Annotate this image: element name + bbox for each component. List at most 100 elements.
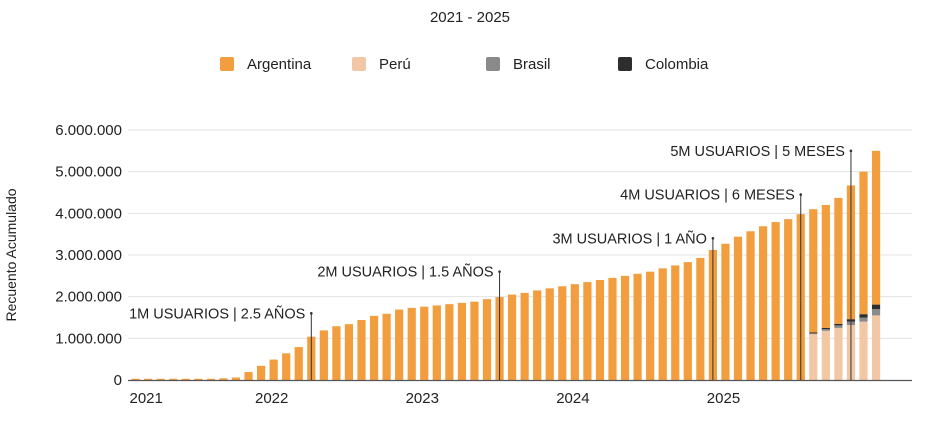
bars bbox=[131, 150, 881, 380]
bar-peru bbox=[859, 321, 868, 380]
y-tick-label: 6.000.000 bbox=[55, 122, 122, 139]
bar-argentina bbox=[583, 282, 592, 380]
annotation-marker bbox=[799, 193, 803, 196]
legend-label-colombia: Colombia bbox=[645, 56, 709, 73]
bar-argentina bbox=[759, 226, 768, 380]
bar-argentina bbox=[432, 305, 441, 380]
bar-argentina bbox=[420, 306, 429, 380]
legend-label-argentina: Argentina bbox=[247, 56, 312, 73]
bar-argentina bbox=[156, 378, 165, 380]
bar-argentina bbox=[721, 243, 730, 380]
bar-argentina bbox=[646, 271, 655, 380]
bar-argentina bbox=[244, 372, 253, 380]
bar-argentina bbox=[382, 313, 391, 380]
bar-argentina bbox=[407, 307, 416, 380]
annotation-label: 4M USUARIOS | 6 MESES bbox=[620, 188, 795, 204]
x-tick-label: 2022 bbox=[255, 390, 288, 407]
legend-label-brasil: Brasil bbox=[513, 56, 551, 73]
y-tick-label: 1.000.000 bbox=[55, 330, 122, 347]
bar-argentina bbox=[181, 378, 190, 380]
bar-argentina bbox=[206, 378, 215, 380]
annotation-label: 2M USUARIOS | 1.5 AÑOS bbox=[317, 264, 493, 281]
annotation-marker bbox=[711, 237, 715, 240]
y-tick-label: 4.000.000 bbox=[55, 205, 122, 222]
bar-argentina bbox=[696, 257, 705, 380]
bar-argentina bbox=[633, 273, 642, 380]
bar-argentina bbox=[257, 365, 266, 380]
annotation-label: 1M USUARIOS | 2.5 AÑOS bbox=[129, 305, 305, 322]
annotation-marker bbox=[849, 149, 853, 153]
bar-brasil bbox=[821, 329, 830, 331]
y-tick-label: 0 bbox=[114, 372, 122, 389]
bar-argentina bbox=[533, 290, 542, 380]
bar-argentina bbox=[570, 284, 579, 380]
chart-title: 2021 - 2025 bbox=[430, 9, 510, 26]
annotation-label: 3M USUARIOS | 1 AÑO bbox=[552, 230, 706, 247]
bar-argentina bbox=[319, 330, 328, 380]
bar-brasil bbox=[859, 317, 868, 322]
bar-colombia bbox=[859, 314, 868, 318]
bar-argentina bbox=[395, 309, 404, 380]
bar-argentina bbox=[470, 301, 479, 380]
bar-colombia bbox=[821, 327, 830, 330]
x-tick-label: 2025 bbox=[707, 390, 740, 407]
bar-colombia bbox=[871, 304, 881, 310]
bar-argentina bbox=[508, 294, 517, 380]
bar-argentina bbox=[219, 378, 228, 380]
bar-argentina bbox=[658, 268, 667, 380]
legend-swatch-argentina bbox=[220, 57, 234, 71]
bar-argentina bbox=[144, 378, 153, 380]
bar-argentina bbox=[595, 280, 605, 380]
annotation-marker bbox=[498, 270, 501, 273]
bar-peru bbox=[871, 315, 881, 380]
bar-peru bbox=[821, 330, 830, 380]
bar-argentina bbox=[784, 219, 793, 380]
bar-argentina bbox=[558, 286, 567, 380]
y-axis-ticks: 0 1.000.000 2.000.000 3.000.000 4.000.000 5.0… bbox=[55, 122, 122, 389]
bar-colombia bbox=[834, 323, 843, 326]
legend-swatch-peru bbox=[352, 57, 366, 71]
bar-argentina bbox=[231, 377, 241, 380]
bar-argentina bbox=[194, 378, 203, 380]
bar-argentina bbox=[859, 171, 868, 315]
bar-argentina bbox=[332, 326, 341, 380]
annotation-label: 5M USUARIOS | 5 MESES bbox=[670, 144, 845, 160]
bar-argentina bbox=[520, 292, 529, 380]
bar-argentina bbox=[344, 324, 354, 380]
bar-argentina bbox=[445, 304, 454, 380]
bar-argentina bbox=[294, 347, 303, 380]
y-tick-label: 2.000.000 bbox=[55, 289, 122, 306]
bar-argentina bbox=[357, 320, 366, 380]
bar-argentina bbox=[482, 299, 492, 380]
bar-argentina bbox=[733, 236, 743, 380]
bar-argentina bbox=[369, 315, 379, 380]
bar-argentina bbox=[608, 277, 617, 380]
bar-argentina bbox=[457, 302, 466, 380]
bar-brasil bbox=[871, 309, 881, 316]
bar-argentina bbox=[821, 205, 830, 328]
annotation-marker bbox=[310, 312, 313, 315]
bar-colombia bbox=[809, 332, 818, 334]
x-tick-label: 2024 bbox=[556, 390, 589, 407]
bar-argentina bbox=[771, 222, 780, 380]
x-tick-label: 2021 bbox=[130, 390, 163, 407]
bar-argentina bbox=[871, 150, 881, 305]
legend-swatch-colombia bbox=[618, 57, 632, 71]
bar-argentina bbox=[545, 288, 554, 380]
y-tick-label: 5.000.000 bbox=[55, 164, 122, 181]
legend-swatch-brasil bbox=[486, 57, 500, 71]
bar-peru bbox=[809, 334, 818, 380]
bar-argentina bbox=[169, 378, 178, 380]
legend: Argentina Perú Brasil Colombia bbox=[220, 56, 709, 73]
x-tick-label: 2023 bbox=[406, 390, 439, 407]
bar-peru bbox=[834, 327, 843, 380]
bar-brasil bbox=[809, 333, 818, 335]
bar-argentina bbox=[746, 231, 755, 380]
bar-argentina bbox=[269, 359, 278, 380]
bar-argentina bbox=[809, 209, 818, 333]
bar-argentina bbox=[834, 197, 843, 324]
grid-lines bbox=[128, 129, 912, 339]
bar-argentina bbox=[620, 275, 630, 380]
y-tick-label: 3.000.000 bbox=[55, 247, 122, 264]
